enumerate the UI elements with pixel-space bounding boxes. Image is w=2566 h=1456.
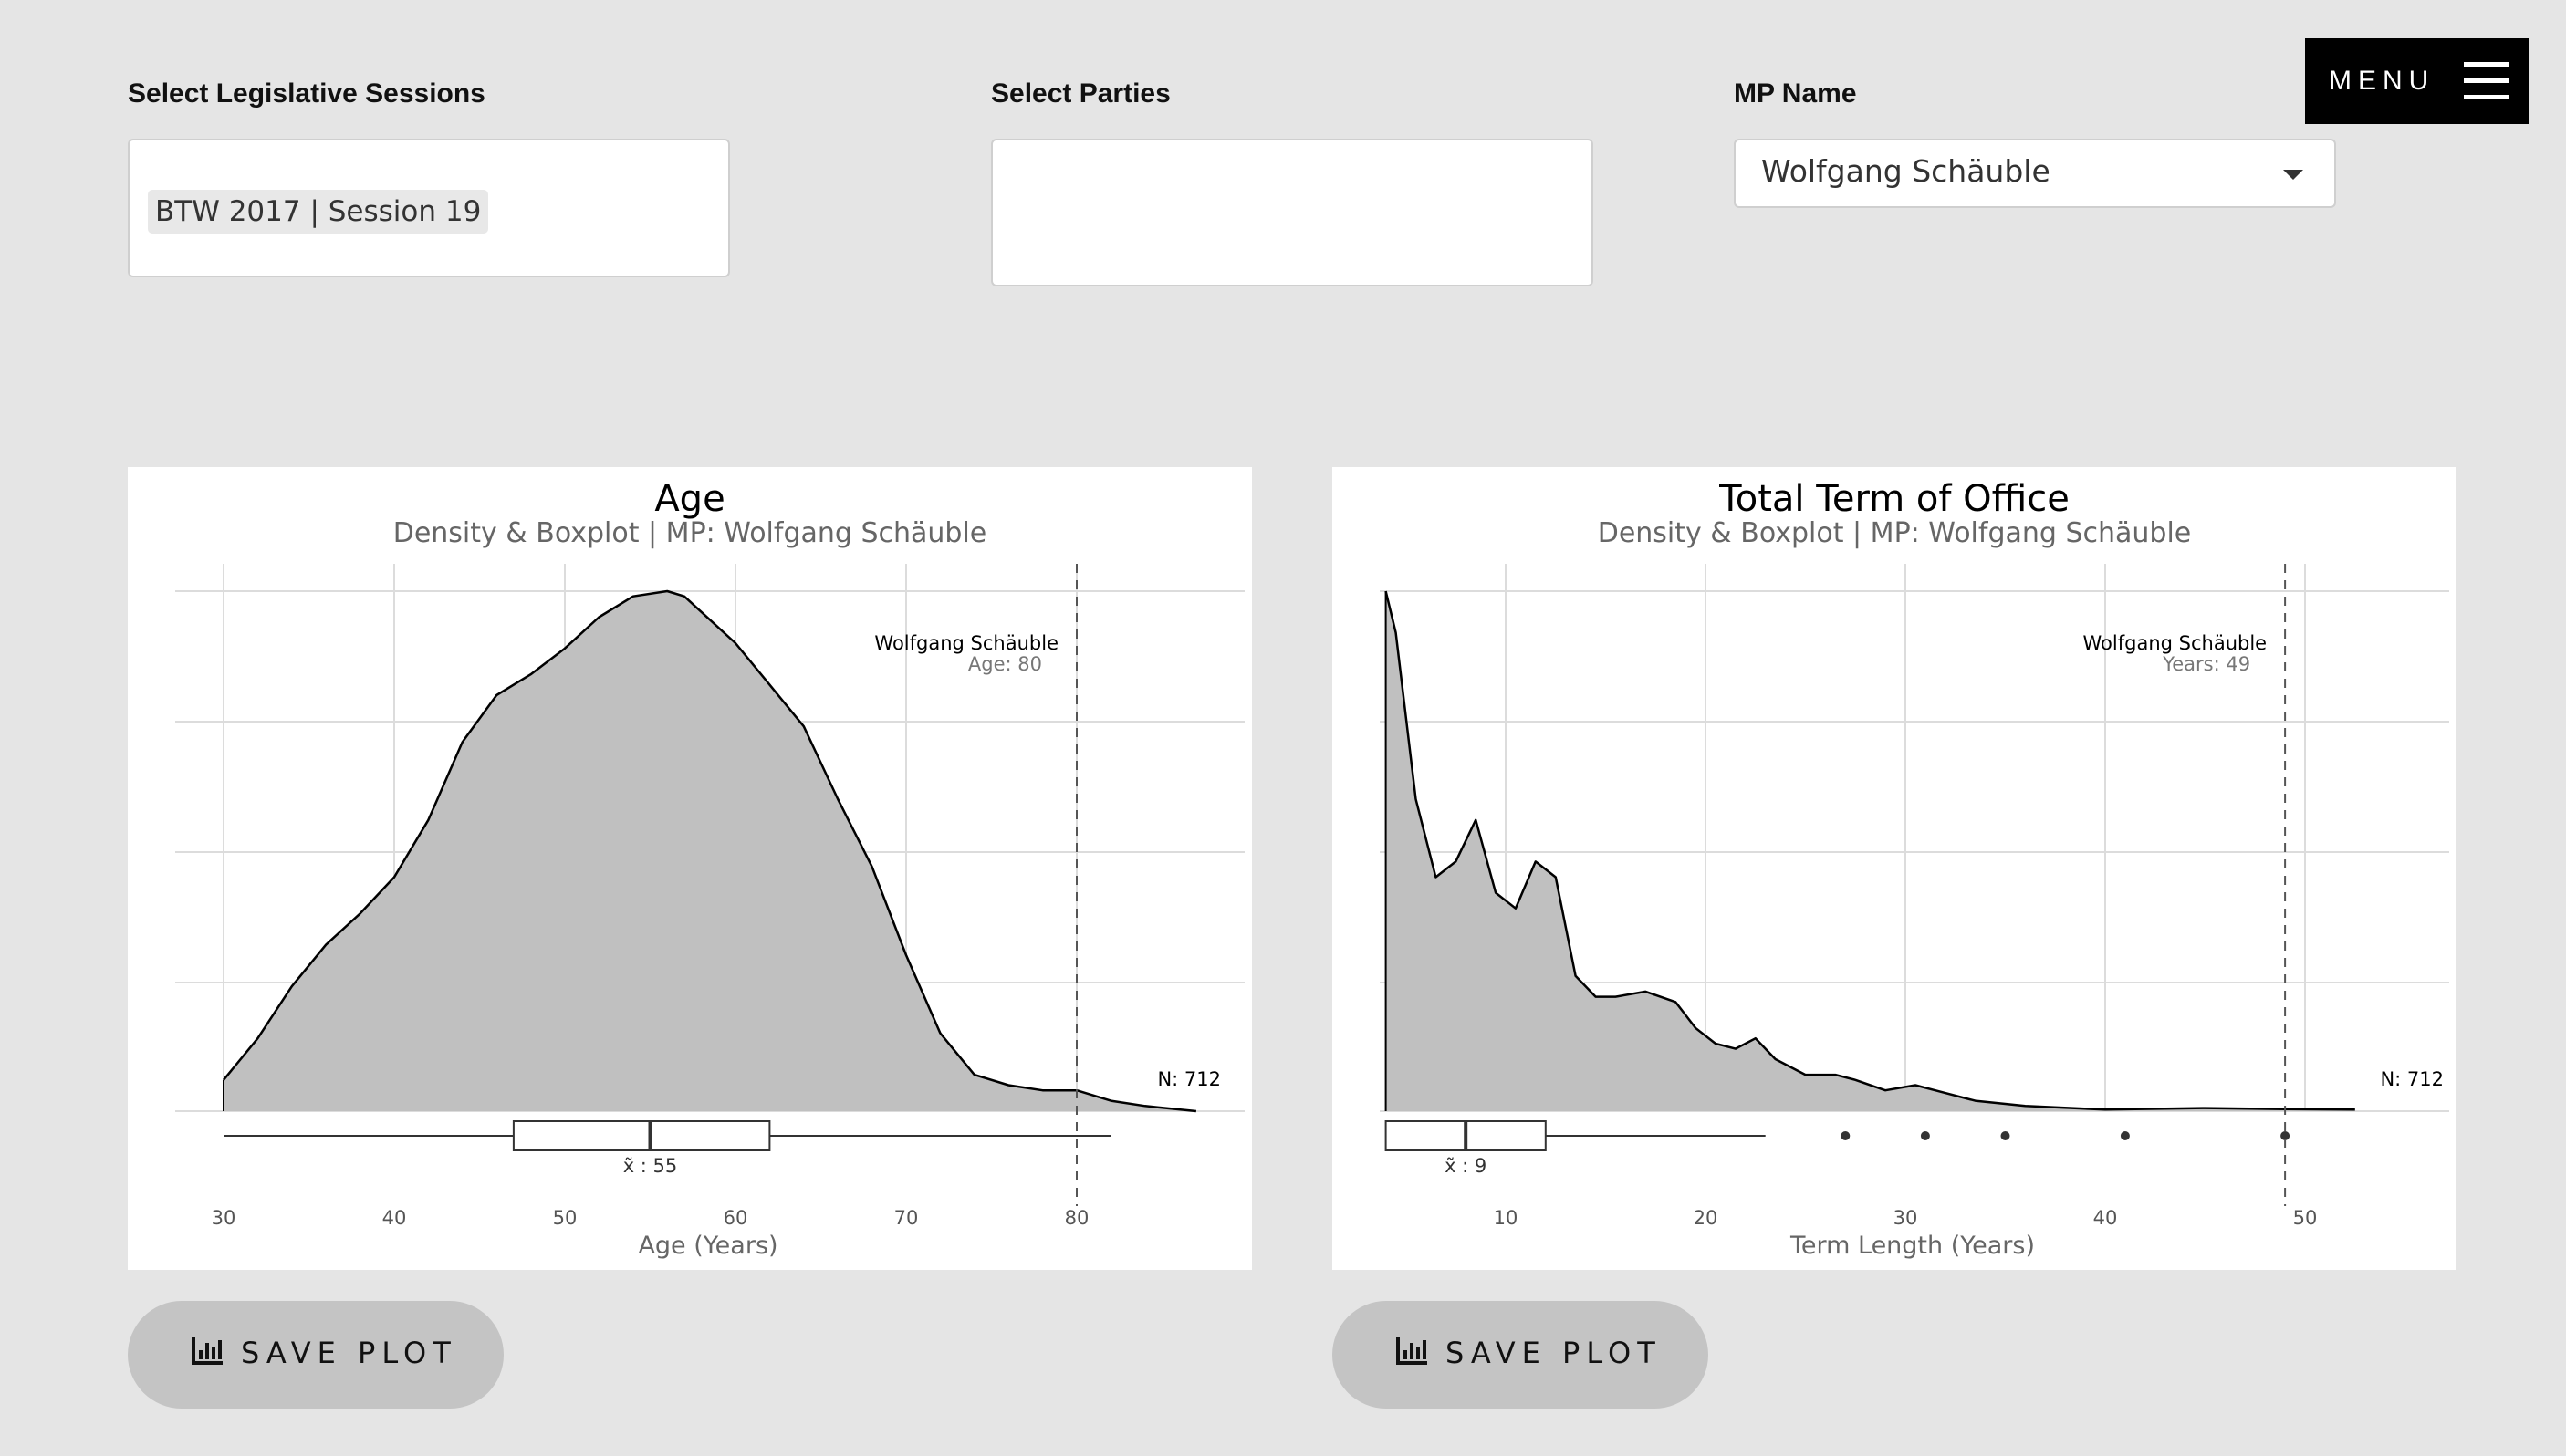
age-plot: Age Density & Boxplot | MP: Wolfgang Schä… xyxy=(128,467,1252,1270)
x-tick-label: 50 xyxy=(2293,1207,2318,1229)
mp-name-select[interactable]: Wolfgang Schäuble xyxy=(1734,139,2336,208)
plot-title: Age xyxy=(654,478,725,520)
menu-label: MENU xyxy=(2329,66,2436,96)
x-tick-label: 30 xyxy=(1893,1207,1918,1229)
session-chip[interactable]: BTW 2017 | Session 19 xyxy=(148,190,489,234)
save-plot-label: SAVE PLOT xyxy=(1445,1336,1662,1370)
x-tick-label: 30 xyxy=(212,1207,236,1229)
x-tick-label: 20 xyxy=(1694,1207,1718,1229)
n-label: N: 712 xyxy=(1157,1068,1221,1090)
x-tick-label: 60 xyxy=(724,1207,748,1229)
save-plot-label: SAVE PLOT xyxy=(241,1336,457,1370)
n-label: N: 712 xyxy=(2380,1068,2444,1090)
mp-name-value: Wolfgang Schäuble xyxy=(1761,153,2050,189)
x-axis-title: Age (Years) xyxy=(638,1232,777,1260)
parties-label: Select Parties xyxy=(991,78,1171,109)
box-outlier xyxy=(1920,1131,1930,1140)
x-tick-label: 70 xyxy=(894,1207,919,1229)
box-outlier xyxy=(2000,1131,2010,1140)
hamburger-icon xyxy=(2464,62,2509,100)
box-iqr xyxy=(512,1120,771,1151)
save-age-plot-button[interactable]: SAVE PLOT xyxy=(128,1301,504,1409)
plot-subtitle: Density & Boxplot | MP: Wolfgang Schäubl… xyxy=(393,517,987,549)
menu-button[interactable]: MENU xyxy=(2305,38,2529,124)
box-outlier xyxy=(2280,1131,2290,1140)
sessions-select[interactable]: BTW 2017 | Session 19 xyxy=(128,139,730,277)
x-axis-title: Term Length (Years) xyxy=(1789,1232,2035,1260)
parties-select[interactable] xyxy=(991,139,1593,286)
bar-chart-icon xyxy=(1396,1337,1427,1365)
plot-title: Total Term of Office xyxy=(1718,478,2070,520)
sessions-label: Select Legislative Sessions xyxy=(128,78,485,109)
density-line xyxy=(1384,590,2355,1111)
density-line xyxy=(223,589,1197,1113)
median-label: x̃ : 55 xyxy=(623,1155,678,1177)
term-plot: Total Term of Office Density & Boxplot | … xyxy=(1332,467,2456,1270)
x-tick-label: 40 xyxy=(2093,1207,2118,1229)
plot-subtitle: Density & Boxplot | MP: Wolfgang Schäubl… xyxy=(1598,517,2192,549)
density-area xyxy=(1385,591,2355,1111)
mp-name-label: MP Name xyxy=(1734,78,1857,109)
density-area xyxy=(224,591,1196,1111)
x-tick-label: 40 xyxy=(382,1207,407,1229)
box-outlier xyxy=(1841,1131,1851,1140)
mp-annotation-value: Age: 80 xyxy=(968,653,1042,675)
x-tick-label: 80 xyxy=(1065,1207,1090,1229)
mp-annotation-name: Wolfgang Schäuble xyxy=(874,632,1059,654)
bar-chart-icon xyxy=(192,1337,223,1365)
mp-annotation-value: Years: 49 xyxy=(2162,653,2250,675)
save-term-plot-button[interactable]: SAVE PLOT xyxy=(1332,1301,1708,1409)
caret-down-icon[interactable] xyxy=(2283,170,2303,180)
mp-annotation-name: Wolfgang Schäuble xyxy=(2083,632,2268,654)
box-outlier xyxy=(2120,1131,2130,1140)
x-tick-label: 10 xyxy=(1494,1207,1518,1229)
x-tick-label: 50 xyxy=(553,1207,578,1229)
median-label: x̃ : 9 xyxy=(1445,1155,1486,1177)
